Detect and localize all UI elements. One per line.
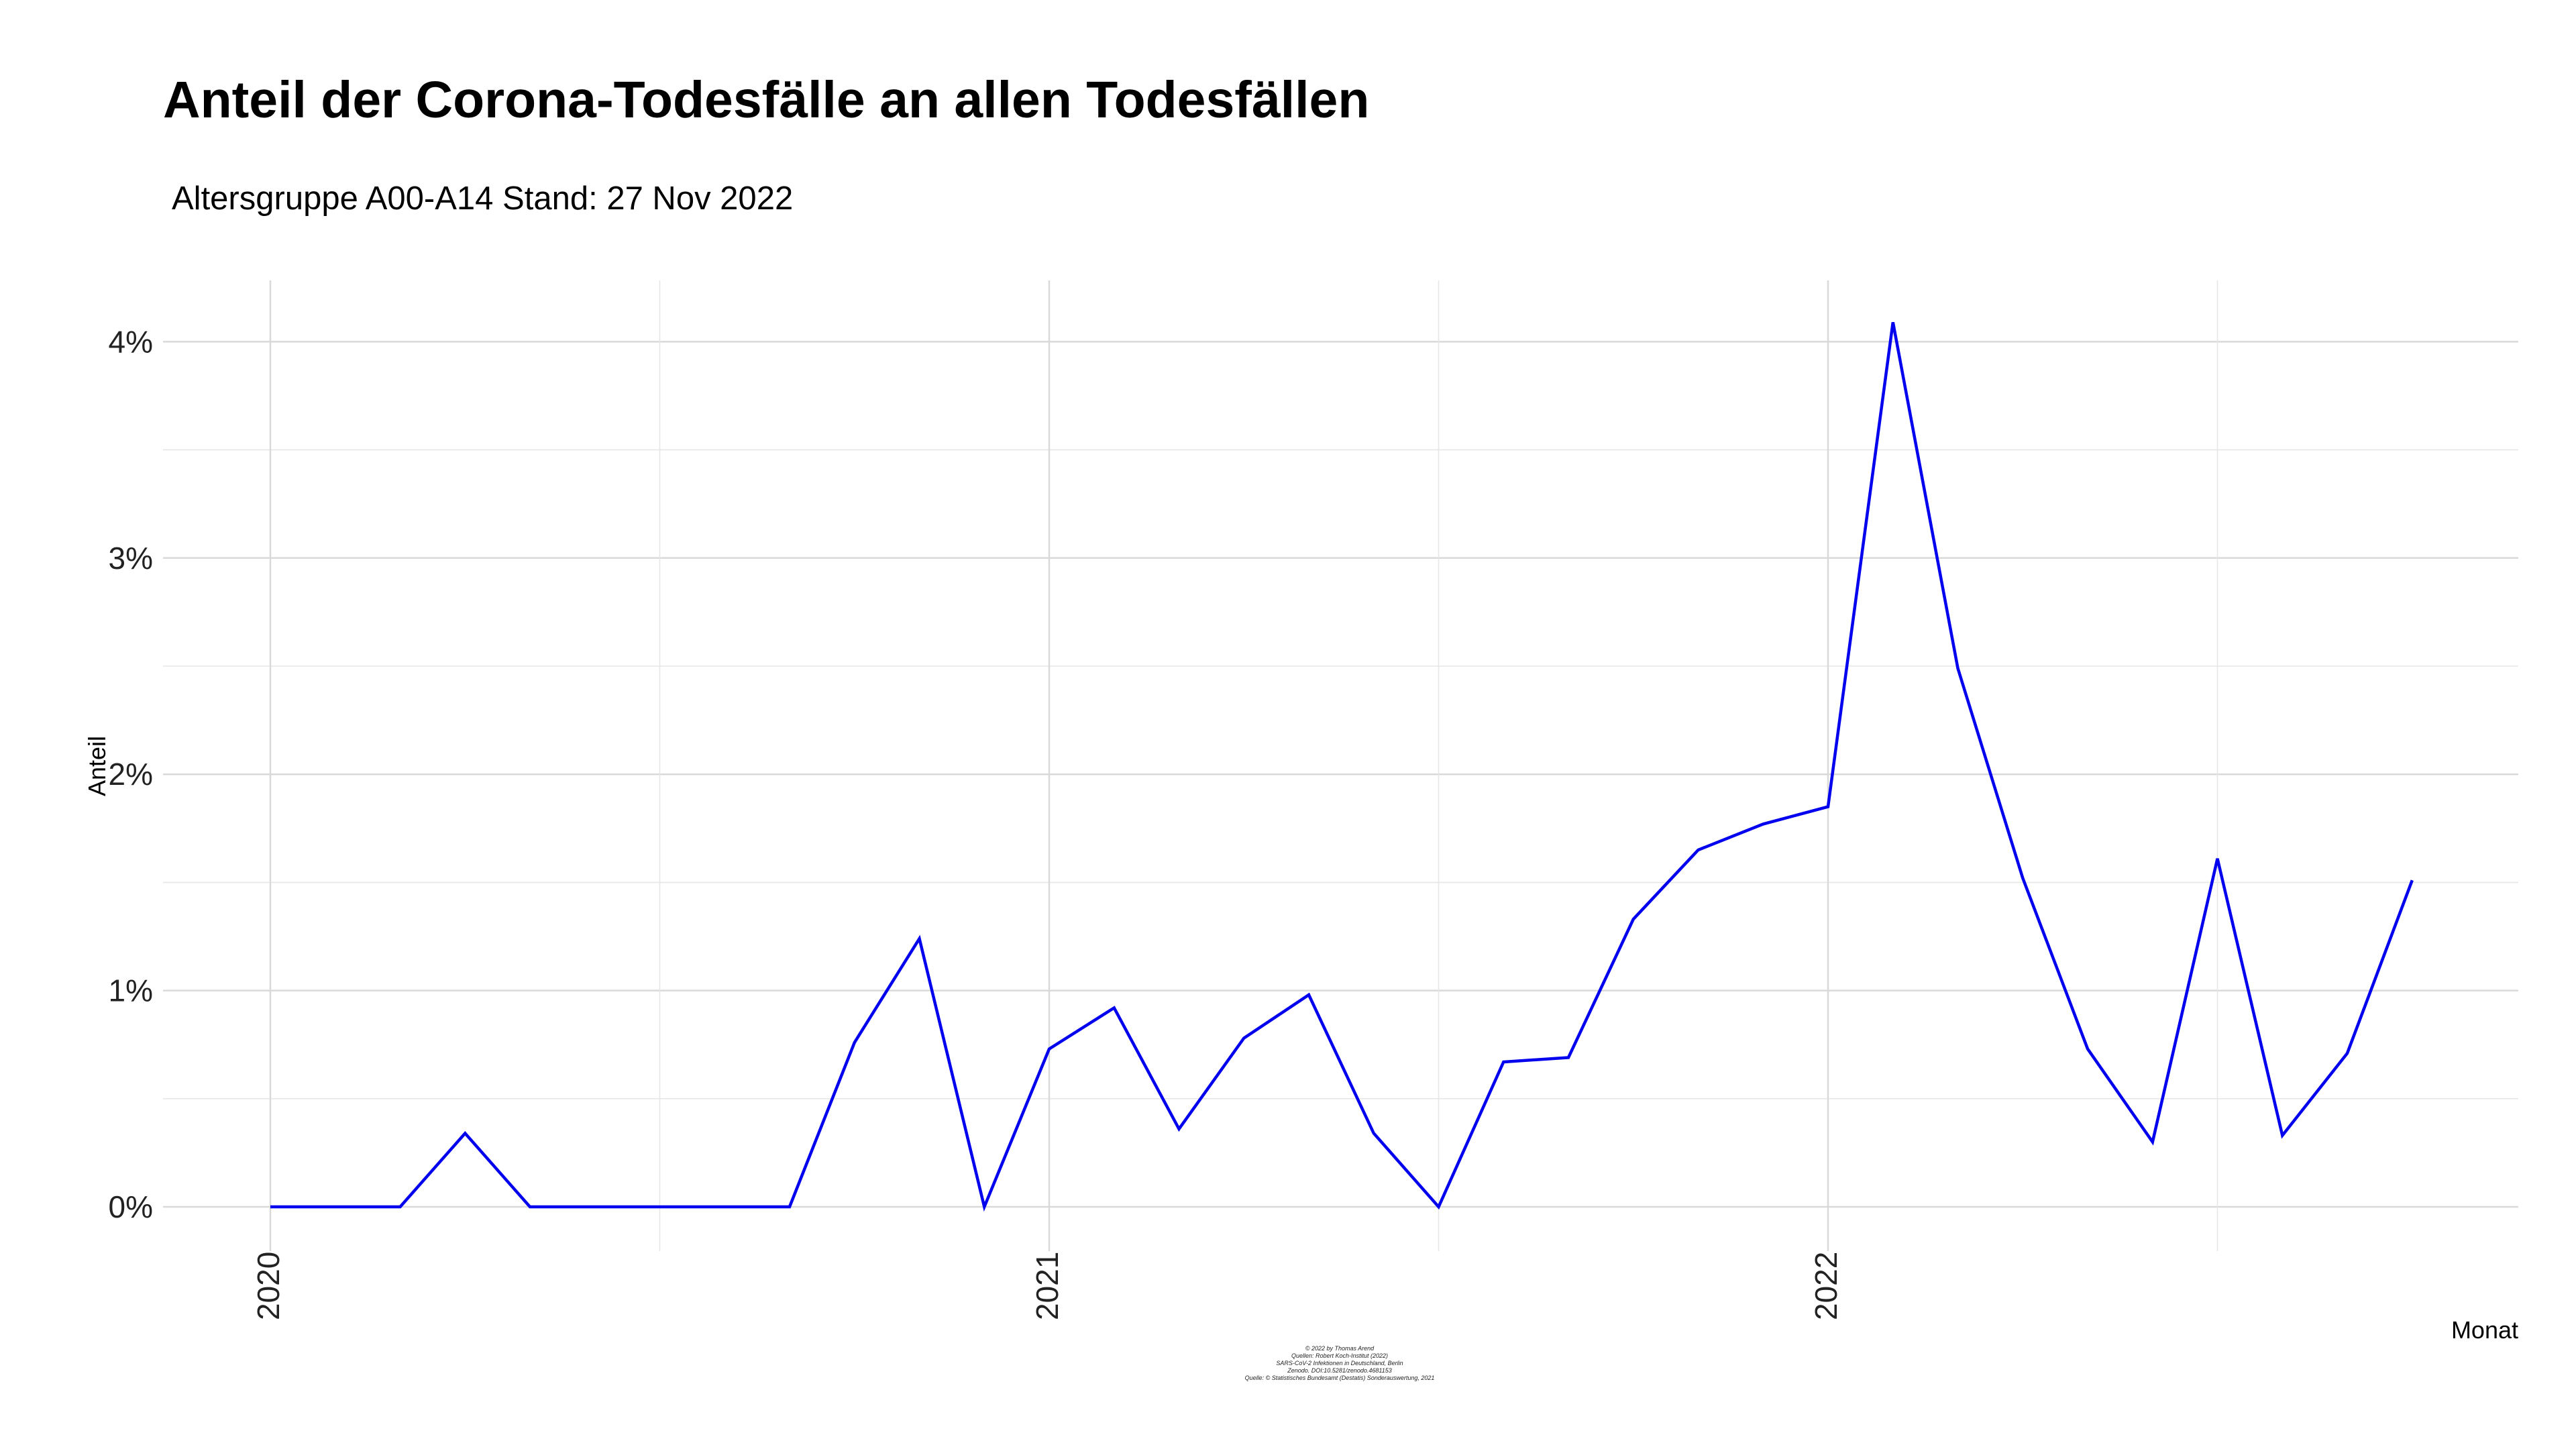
caption-line: Quellen: Robert Koch-Institut (2022) <box>1291 1352 1388 1359</box>
caption-line: © 2022 by Thomas Arend <box>1305 1345 1375 1352</box>
caption-line: Quelle: © Statistisches Bundesamt (Desta… <box>1245 1375 1435 1381</box>
caption-line: Zenodo. DOI:10.5281/zenodo.4681153 <box>1287 1367 1391 1374</box>
grid <box>163 280 2518 1251</box>
y-tick-label: 2% <box>109 757 153 792</box>
x-tick-label: 2022 <box>1809 1252 1843 1320</box>
x-axis-label: Monat <box>2451 1316 2518 1344</box>
x-tick-labels: 2020 2021 2022 <box>251 1252 1843 1320</box>
chart-subtitle: Altersgruppe A00-A14 Stand: 27 Nov 2022 <box>172 180 794 217</box>
chart-title: Anteil der Corona-Todesfälle an allen To… <box>163 71 1370 129</box>
series-line <box>270 321 2414 1212</box>
caption-line: SARS-CoV-2 Infektionen in Deutschland, B… <box>1276 1360 1403 1366</box>
y-tick-labels: 0% 1% 2% 3% 4% <box>109 324 153 1224</box>
series-layer <box>270 321 2414 1212</box>
y-tick-label: 3% <box>109 541 153 576</box>
y-tick-label: 0% <box>109 1189 153 1224</box>
y-tick-label: 4% <box>109 324 153 359</box>
y-axis-label: Anteil <box>83 736 111 796</box>
x-tick-label: 2020 <box>251 1252 286 1320</box>
y-tick-label: 1% <box>109 973 153 1008</box>
x-tick-label: 2021 <box>1030 1252 1065 1320</box>
